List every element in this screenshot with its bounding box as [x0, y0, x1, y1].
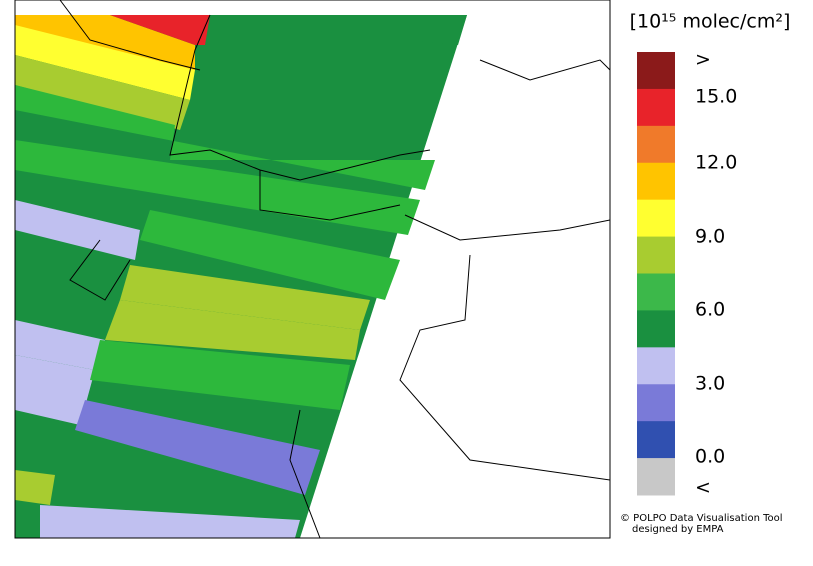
swath: [40, 505, 300, 538]
colorbar-label: 3.0: [695, 373, 725, 395]
colorbar-label: <: [695, 477, 711, 499]
colorbar-label: 6.0: [695, 299, 725, 321]
swath: [15, 355, 95, 425]
map-frame: [14, 0, 611, 539]
colorbar-swatch: [637, 273, 675, 311]
credit: © POLPO Data Visualisation Tool: [620, 513, 783, 524]
swath: [120, 265, 370, 330]
colorbar: >15.0 12.0 9.0 6.0 3.0 0.0 <: [637, 49, 737, 499]
colorbar-swatch: [637, 162, 675, 201]
swath: [90, 340, 350, 410]
swath: [15, 200, 140, 260]
colorbar-swatch: [637, 199, 675, 238]
colorbar-label: >: [695, 49, 711, 71]
swath: [15, 85, 435, 190]
colorbar-swatch: [637, 310, 675, 348]
swath: [105, 300, 360, 360]
swath: [140, 210, 400, 300]
colorbar-label: 12.0: [695, 152, 737, 174]
borders: [59, 0, 610, 538]
colorbar-label: 9.0: [695, 226, 725, 248]
swath: [15, 15, 467, 538]
colorbar-swatch: [637, 421, 675, 459]
unit-label: [10¹⁵ molec/cm²]: [630, 11, 791, 33]
swath: [15, 140, 420, 235]
swath: [75, 400, 320, 495]
colorbar-swatch: [637, 384, 675, 422]
swath: [15, 25, 195, 100]
credit: designed by EMPA: [632, 524, 724, 535]
swath: [205, 15, 467, 45]
map-swaths: [15, 0, 610, 538]
swath: [15, 470, 55, 505]
colorbar-swatch: [637, 52, 675, 90]
swath: [15, 55, 190, 130]
swath: [110, 15, 210, 45]
swath: [15, 320, 105, 370]
colorbar-swatch: [637, 236, 675, 274]
colorbar-label: 15.0: [695, 86, 737, 108]
colorbar-swatch: [637, 125, 675, 164]
colorbar-swatch: [637, 458, 675, 496]
colorbar-swatch: [637, 347, 675, 385]
swath: [15, 15, 195, 70]
colorbar-swatch: [637, 88, 675, 127]
colorbar-label: 0.0: [695, 446, 725, 468]
